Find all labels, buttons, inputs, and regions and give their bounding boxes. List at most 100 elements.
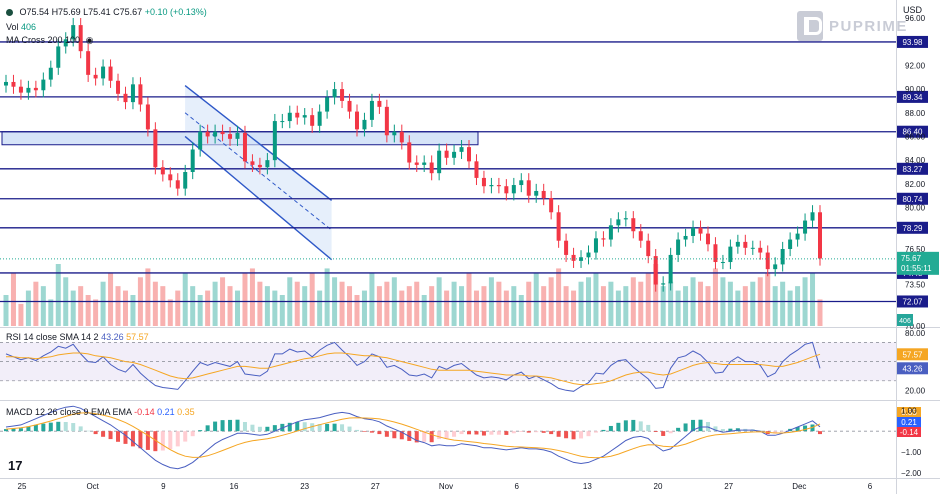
volume-bar (638, 281, 644, 326)
macd-histogram-bar (205, 425, 210, 432)
candle-body (101, 66, 106, 79)
candle-body (235, 132, 240, 139)
volume-bar (369, 272, 375, 326)
candle-body (287, 112, 292, 122)
macd-histogram-bar (601, 429, 606, 432)
candle-body (280, 121, 285, 123)
time-tick-label: 27 (724, 482, 733, 491)
candle-body (354, 111, 359, 130)
volume-bar (429, 286, 435, 326)
candle-body (705, 233, 710, 245)
volume-bar (190, 286, 196, 326)
candle-body (310, 115, 315, 126)
tradingview-logo-icon[interactable]: 17 (8, 458, 23, 473)
channel-lower-line (184, 135, 333, 261)
rsi-legend[interactable]: RSI 14 close SMA 14 2 43.26 57.57 (6, 332, 149, 342)
macd-histogram-bar (683, 423, 688, 432)
macd-histogram-bar (728, 428, 733, 432)
volume-bar (406, 286, 412, 326)
volume-bar (115, 286, 121, 326)
candle-body (586, 252, 591, 258)
volume-bar (481, 286, 487, 326)
brand-logo: PUPRIME (797, 11, 908, 41)
rsi-badge (897, 362, 928, 375)
volume-bar (421, 295, 427, 326)
level-badge-label: 72.07 (902, 297, 923, 306)
volume-bar (152, 281, 158, 326)
candle-body (332, 89, 337, 98)
level-badge-label: 89.34 (902, 93, 923, 102)
eye-slash-icon[interactable]: ◉ (85, 35, 94, 45)
macd-histogram-bar (213, 421, 218, 432)
volume-bar (249, 268, 255, 326)
macd-title: MACD 12 26 close 9 EMA EMA (6, 407, 132, 417)
rsi-panel: 57.57 43.26 (0, 341, 928, 392)
volume-bar (212, 281, 218, 326)
macd-histogram-bar (101, 431, 106, 437)
volume-bar (414, 281, 420, 326)
macd-histogram-bar (33, 424, 38, 432)
macd-histogram-bar (392, 431, 397, 439)
volume-bar (787, 290, 793, 326)
macd-histogram-bar (18, 428, 23, 432)
candle-body (444, 150, 449, 158)
candle-body (160, 167, 165, 175)
macd-histogram-bar (302, 422, 307, 432)
time-tick-label: 6 (514, 482, 519, 491)
volume-bar (48, 299, 54, 326)
rsi-title: RSI 14 close SMA 14 2 (6, 332, 99, 342)
volume-bar (653, 264, 659, 326)
candle-body (242, 132, 247, 162)
volume-bar (473, 290, 479, 326)
time-tick-label: 16 (230, 482, 239, 491)
candle-body (257, 164, 262, 168)
price-axis[interactable]: 96.00 92.00 90.00 88.00 86.00 84.00 82.00 80.00… (897, 14, 939, 478)
candle-body (758, 247, 763, 253)
volume-bar (578, 281, 584, 326)
candle-body (369, 100, 374, 120)
volume-bar (660, 286, 666, 326)
macd-badge (897, 417, 921, 427)
macd-histogram-bar (467, 431, 472, 435)
macd-legend[interactable]: MACD 12 26 close 9 EMA EMA -0.14 0.21 0.… (6, 407, 195, 417)
volume-legend[interactable]: Vol 406 (6, 22, 36, 32)
descending-channel (184, 84, 333, 261)
macd-histogram-bar (556, 431, 561, 437)
volume-bar (361, 290, 367, 326)
candle-body (183, 172, 188, 189)
candle-body (489, 185, 494, 187)
ma-legend[interactable]: MA Cross 200 100 ◉ (6, 35, 93, 46)
volume-bar (122, 290, 128, 326)
volume-bar (541, 286, 547, 326)
candle-body (608, 225, 613, 240)
candle-body (205, 131, 210, 137)
candle-body (145, 104, 150, 130)
volume-bar (735, 290, 741, 326)
macd-histogram-bar (354, 429, 359, 432)
time-axis[interactable]: 25 Oct 9 16 23 27 Nov 6 13 20 27 Dec 6 (18, 482, 873, 491)
macd-histogram-bar (795, 427, 800, 432)
macd-histogram-bar (452, 431, 457, 437)
price-tick-label: 86.00 (905, 132, 926, 141)
candle-body (526, 180, 531, 196)
candle-body (429, 162, 434, 174)
candle-body (377, 100, 382, 107)
macd-histogram-bar (780, 431, 785, 432)
level-badge (897, 192, 928, 205)
macd-histogram-bar (646, 424, 651, 432)
time-tick-label: 23 (300, 482, 309, 491)
volume-bar (264, 286, 270, 326)
candle-body (153, 129, 158, 168)
macd-histogram-bar (481, 431, 486, 436)
candle-body (265, 160, 270, 168)
ma-label: MA Cross 200 100 (6, 35, 81, 45)
volume-bar (85, 295, 91, 326)
macd-histogram-bar (145, 431, 150, 450)
volume-bar (227, 286, 233, 326)
time-tick-label: Oct (86, 482, 99, 491)
candle-body (452, 151, 457, 158)
volume-bar (25, 290, 31, 326)
currency-label[interactable]: USD (903, 5, 923, 15)
